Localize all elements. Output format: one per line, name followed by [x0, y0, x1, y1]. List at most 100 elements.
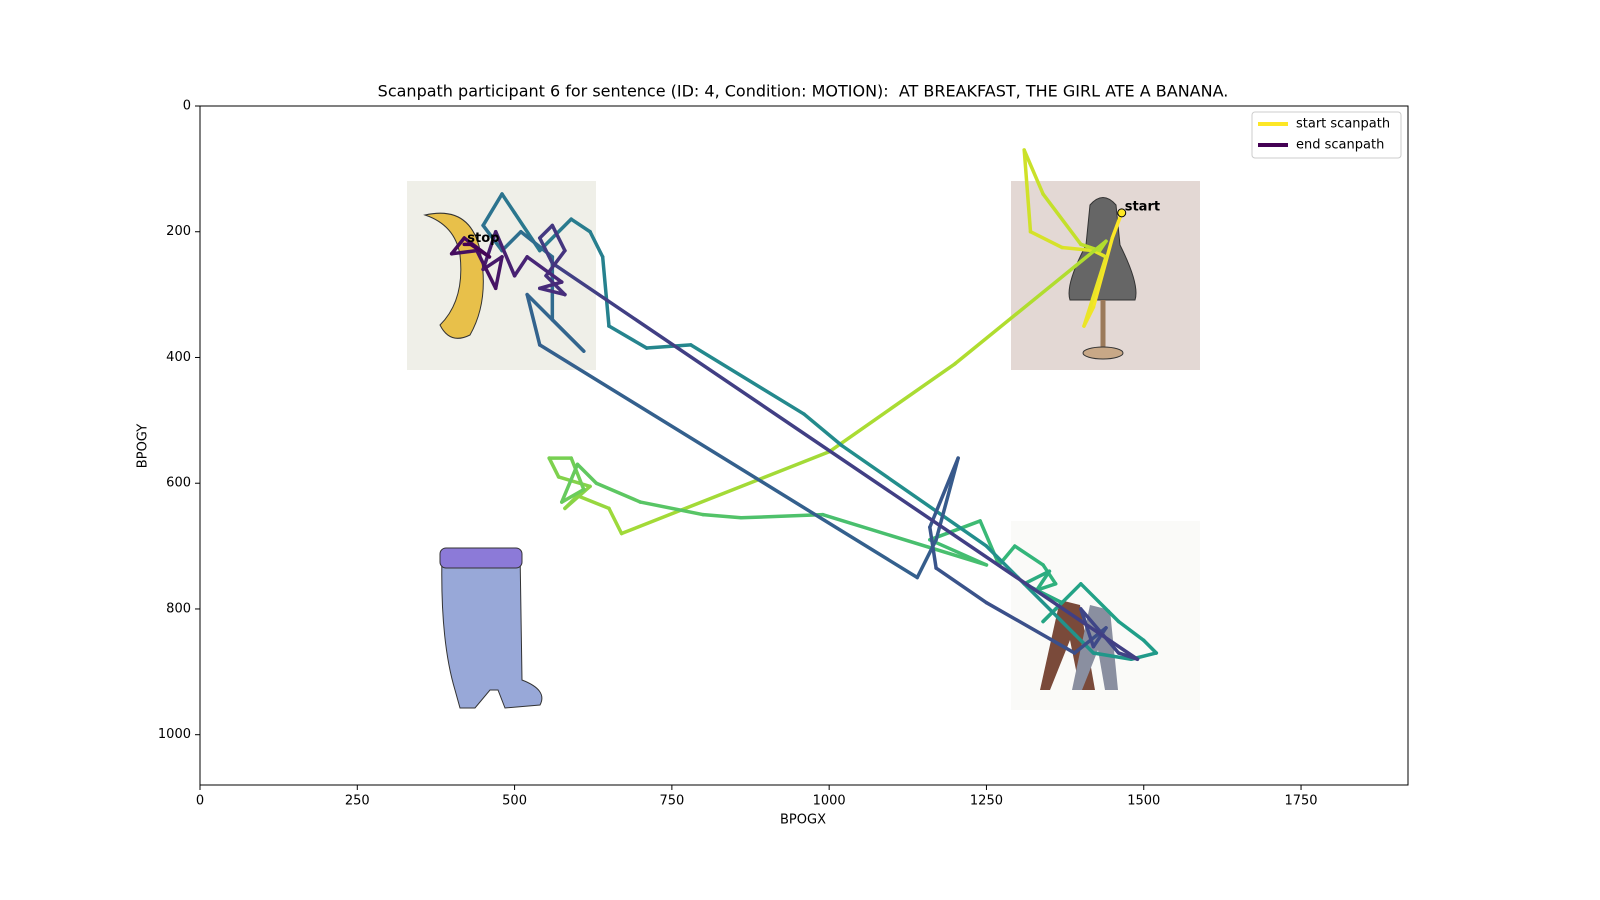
plot-area: start stop: [449, 148, 1160, 662]
scanpath-segment: [802, 412, 844, 448]
scanpath-segment: [1091, 626, 1108, 649]
annotation: start: [1125, 199, 1160, 214]
scanpath-segment: [1079, 582, 1121, 624]
scanpath-segment: [928, 538, 989, 567]
scanpath-segment: [840, 443, 989, 548]
scanpath-segment: [638, 500, 706, 517]
scanpath-segment: [547, 456, 561, 479]
scanpath-segment: [538, 343, 919, 580]
scanpath-segment: [560, 487, 586, 504]
scanpath-segment: [550, 261, 1140, 662]
x-tick-label: 1750: [1284, 794, 1317, 809]
scanpath-segment: [821, 512, 989, 567]
scanpath-segment: [934, 566, 989, 605]
scanpath-segment: [1035, 582, 1058, 592]
scanpath-segment: [1028, 229, 1064, 250]
scanpath-segment: [560, 462, 580, 504]
banana-image: [407, 181, 596, 370]
scanpath-segment: [493, 229, 517, 278]
scanpath-segment: [1041, 192, 1083, 247]
scanpath-segment: [512, 255, 529, 278]
pants-waist: [439, 547, 523, 569]
scanpath-segment: [550, 223, 567, 253]
scanpath-segment: [1091, 651, 1133, 662]
scanpath-segment: [588, 229, 605, 259]
scanpath-segment: [1142, 638, 1159, 655]
scanpath-segment: [575, 462, 599, 485]
scanpath-segment: [1022, 148, 1045, 196]
scanpath-segment: [928, 525, 938, 570]
scanpath-segment: [827, 362, 957, 454]
scanpath-segment: [475, 248, 498, 291]
scanpath-segment: [1082, 255, 1108, 328]
scanpath-segment: [1079, 607, 1121, 655]
scanpath-segment: [600, 255, 611, 328]
start-marker: [1117, 208, 1127, 218]
scanpath-segment: [644, 343, 693, 350]
chart-title: Scanpath participant 6 for sentence (ID:…: [378, 82, 1229, 101]
scanpath-segment: [481, 192, 504, 228]
scanpath-segment: [607, 324, 649, 350]
legend-box: [1251, 111, 1402, 159]
scanpath-segment: [619, 450, 831, 536]
scanpath-segment: [449, 236, 466, 256]
scanpath-segment: [525, 292, 542, 347]
x-tick-label: 0: [196, 794, 204, 809]
scanpath-segment: [569, 217, 592, 234]
scanpath-segment: [500, 229, 523, 253]
scanpath-segment: [575, 494, 611, 511]
scanpath-segment: [1013, 544, 1045, 567]
x-axis-label: BPOGX: [780, 813, 826, 828]
scanpath-segment: [689, 343, 806, 416]
scanpath-segment: [538, 236, 555, 265]
scanpath-segment: [701, 512, 743, 520]
x-tick-label: 1000: [813, 794, 846, 809]
scanpath-segment: [481, 229, 498, 272]
scanpath-segment: [1079, 607, 1096, 649]
plot-frame: [199, 105, 1409, 786]
scanpath-segment: [500, 192, 517, 215]
scanpath-segment: [569, 456, 586, 492]
dress-base: [1082, 346, 1124, 360]
scanpath-segment: [449, 248, 479, 256]
legend-label: start scanpath: [1296, 117, 1390, 132]
y-tick-label: 600: [166, 476, 191, 491]
legend-label: end scanpath: [1296, 138, 1384, 153]
y-tick-label: 800: [166, 601, 191, 616]
scanpath-segment: [468, 242, 492, 259]
x-tick-label: 500: [502, 794, 527, 809]
y-tick-label: 0: [183, 99, 191, 114]
scanpath-segment: [525, 292, 586, 353]
scanpath-segment: [1091, 236, 1115, 309]
annotation: stop: [467, 231, 499, 246]
scanpath-segment: [928, 456, 960, 529]
scanpath-segment: [563, 484, 592, 511]
scanpath-segment: [525, 255, 564, 284]
scanpath-segment: [538, 223, 555, 240]
scanpath-segment: [607, 506, 624, 536]
x-tick-label: 1250: [970, 794, 1003, 809]
scanpath-segment: [984, 544, 1020, 580]
y-tick-label: 200: [166, 224, 191, 239]
x-tick-label: 250: [345, 794, 370, 809]
legend: start scanpath end scanpath: [1251, 111, 1402, 159]
x-tick-label: 750: [659, 794, 684, 809]
y-axis-label: BPOGY: [136, 424, 151, 468]
scanpath-segment: [538, 280, 564, 291]
scanpath-segment: [493, 255, 504, 291]
y-tick-label: 1000: [158, 727, 191, 742]
scanpath-segment: [1016, 575, 1077, 636]
scanpath-segment: [1022, 569, 1052, 586]
scanpath-segment: [594, 481, 643, 504]
scanpath-segment: [1116, 619, 1146, 643]
scanpath-segment: [953, 239, 1108, 366]
scanpath-segment: [1060, 245, 1096, 253]
x-tick-label: 1500: [1127, 794, 1160, 809]
scanpath-segment: [739, 512, 825, 520]
y-tick-label: 400: [166, 350, 191, 365]
scanpath-segment: [538, 286, 567, 297]
scanpath-segment: [984, 600, 1077, 655]
stimulus-images: [407, 181, 1200, 710]
scanpath-segment: [1022, 148, 1033, 234]
